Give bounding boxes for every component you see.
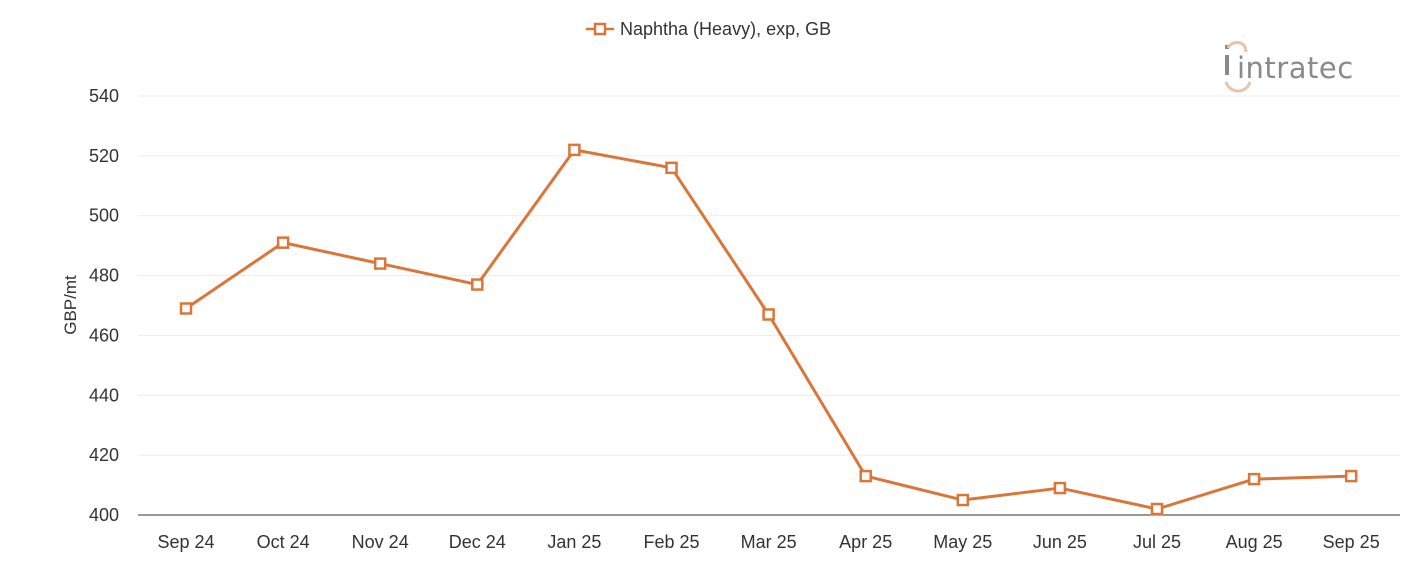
- y-tick-label: 480: [89, 266, 119, 286]
- data-point-marker[interactable]: [1150, 502, 1164, 516]
- y-tick-label: 420: [89, 445, 119, 465]
- x-tick-label: Jun 25: [1033, 532, 1087, 552]
- legend-entry-label: Naphtha (Heavy), exp, GB: [620, 19, 831, 39]
- x-tick-label: Sep 24: [157, 532, 214, 552]
- x-tick-label: Jul 25: [1133, 532, 1181, 552]
- x-tick-label: Jan 25: [547, 532, 601, 552]
- data-point-marker[interactable]: [1247, 472, 1261, 486]
- y-tick-label: 460: [89, 325, 119, 345]
- series-group: [179, 143, 1358, 516]
- logo-i-stem-icon: [1225, 55, 1229, 75]
- data-point-marker[interactable]: [1344, 469, 1358, 483]
- y-axis-ticks: 400 420 440 460 480 500 520 540: [89, 86, 119, 525]
- data-point-marker[interactable]: [1053, 481, 1067, 495]
- x-tick-label: Dec 24: [449, 532, 506, 552]
- data-point-marker[interactable]: [956, 493, 970, 507]
- x-tick-label: Mar 25: [741, 532, 797, 552]
- y-tick-label: 520: [89, 146, 119, 166]
- x-tick-label: Oct 24: [257, 532, 310, 552]
- data-point-marker[interactable]: [859, 469, 872, 483]
- legend-marker-square: [593, 22, 607, 36]
- x-tick-label: Apr 25: [839, 532, 892, 552]
- y-tick-label: 540: [89, 86, 119, 106]
- x-tick-label: Feb 25: [643, 532, 699, 552]
- legend[interactable]: Naphtha (Heavy), exp, GB: [586, 19, 831, 39]
- data-point-marker[interactable]: [179, 302, 193, 315]
- x-tick-label: Sep 25: [1323, 532, 1380, 552]
- y-axis-label: GBP/mt: [61, 275, 80, 335]
- logo-arc-bottom-icon: [1224, 81, 1252, 93]
- x-tick-label: May 25: [933, 532, 992, 552]
- x-tick-label: Nov 24: [352, 532, 409, 552]
- gridlines: [138, 95, 1400, 456]
- x-axis-ticks: Sep 24 Oct 24 Nov 24 Dec 24 Jan 25 Feb 25 Mar …: [157, 532, 1379, 552]
- data-point-marker[interactable]: [762, 308, 775, 321]
- data-point-marker[interactable]: [276, 236, 290, 249]
- y-tick-label: 440: [89, 385, 119, 405]
- data-point-marker[interactable]: [665, 161, 678, 175]
- intratec-logo: intratec: [1224, 41, 1354, 93]
- data-point-marker[interactable]: [373, 257, 387, 270]
- logo-arc-top-icon: [1226, 41, 1248, 53]
- logo-wordmark: intratec: [1237, 51, 1354, 85]
- y-tick-label: 500: [89, 206, 119, 226]
- data-point-marker[interactable]: [471, 278, 484, 291]
- y-tick-label: 400: [89, 505, 119, 525]
- x-tick-label: Aug 25: [1226, 532, 1283, 552]
- data-point-marker[interactable]: [568, 143, 581, 157]
